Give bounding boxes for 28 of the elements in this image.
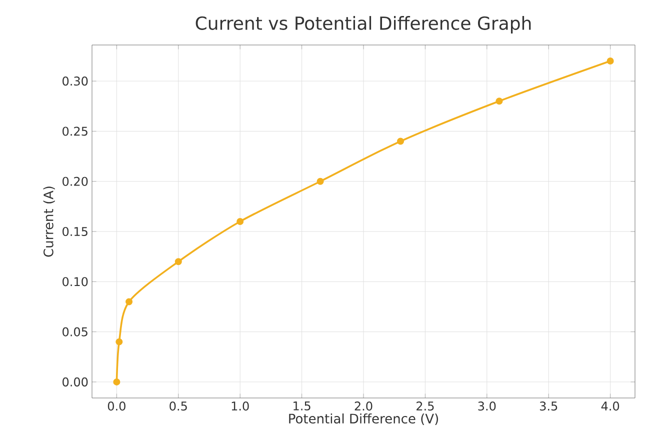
chart-title: Current vs Potential Difference Graph [196, 16, 531, 34]
point [606, 58, 614, 65]
point [126, 298, 133, 306]
x-tick-label: 3.0 [478, 402, 496, 411]
x-tick-label: 2.0 [354, 402, 372, 411]
x-tick-label: 4.0 [601, 402, 620, 411]
x-tick-label: 2.5 [416, 402, 434, 411]
point [174, 258, 182, 266]
y-tick-label: 0.25 [62, 126, 88, 136]
y-tick-label: 0.05 [62, 327, 88, 336]
y-tick-label: 0.20 [62, 176, 88, 186]
y-tick-label: 0.10 [62, 277, 88, 286]
x-axis-title: Potential Difference (V) [289, 413, 438, 426]
point [236, 218, 244, 225]
x-tick-label: 1.0 [232, 402, 249, 411]
point [116, 338, 123, 346]
point [496, 98, 503, 105]
x-tick-label: 0.0 [108, 402, 126, 411]
x-tick-label: 1.5 [294, 402, 310, 410]
y-tick-label: 0.00 [62, 377, 88, 386]
point [397, 138, 404, 145]
y-axis-title: Current (A) [43, 186, 55, 257]
x-tick-label: 3.5 [540, 402, 558, 411]
point [316, 178, 324, 185]
point [113, 378, 120, 386]
x-tick-label: 0.5 [170, 402, 187, 411]
y-tick-label: 0.30 [62, 76, 88, 86]
y-tick-label: 0.15 [62, 226, 88, 236]
